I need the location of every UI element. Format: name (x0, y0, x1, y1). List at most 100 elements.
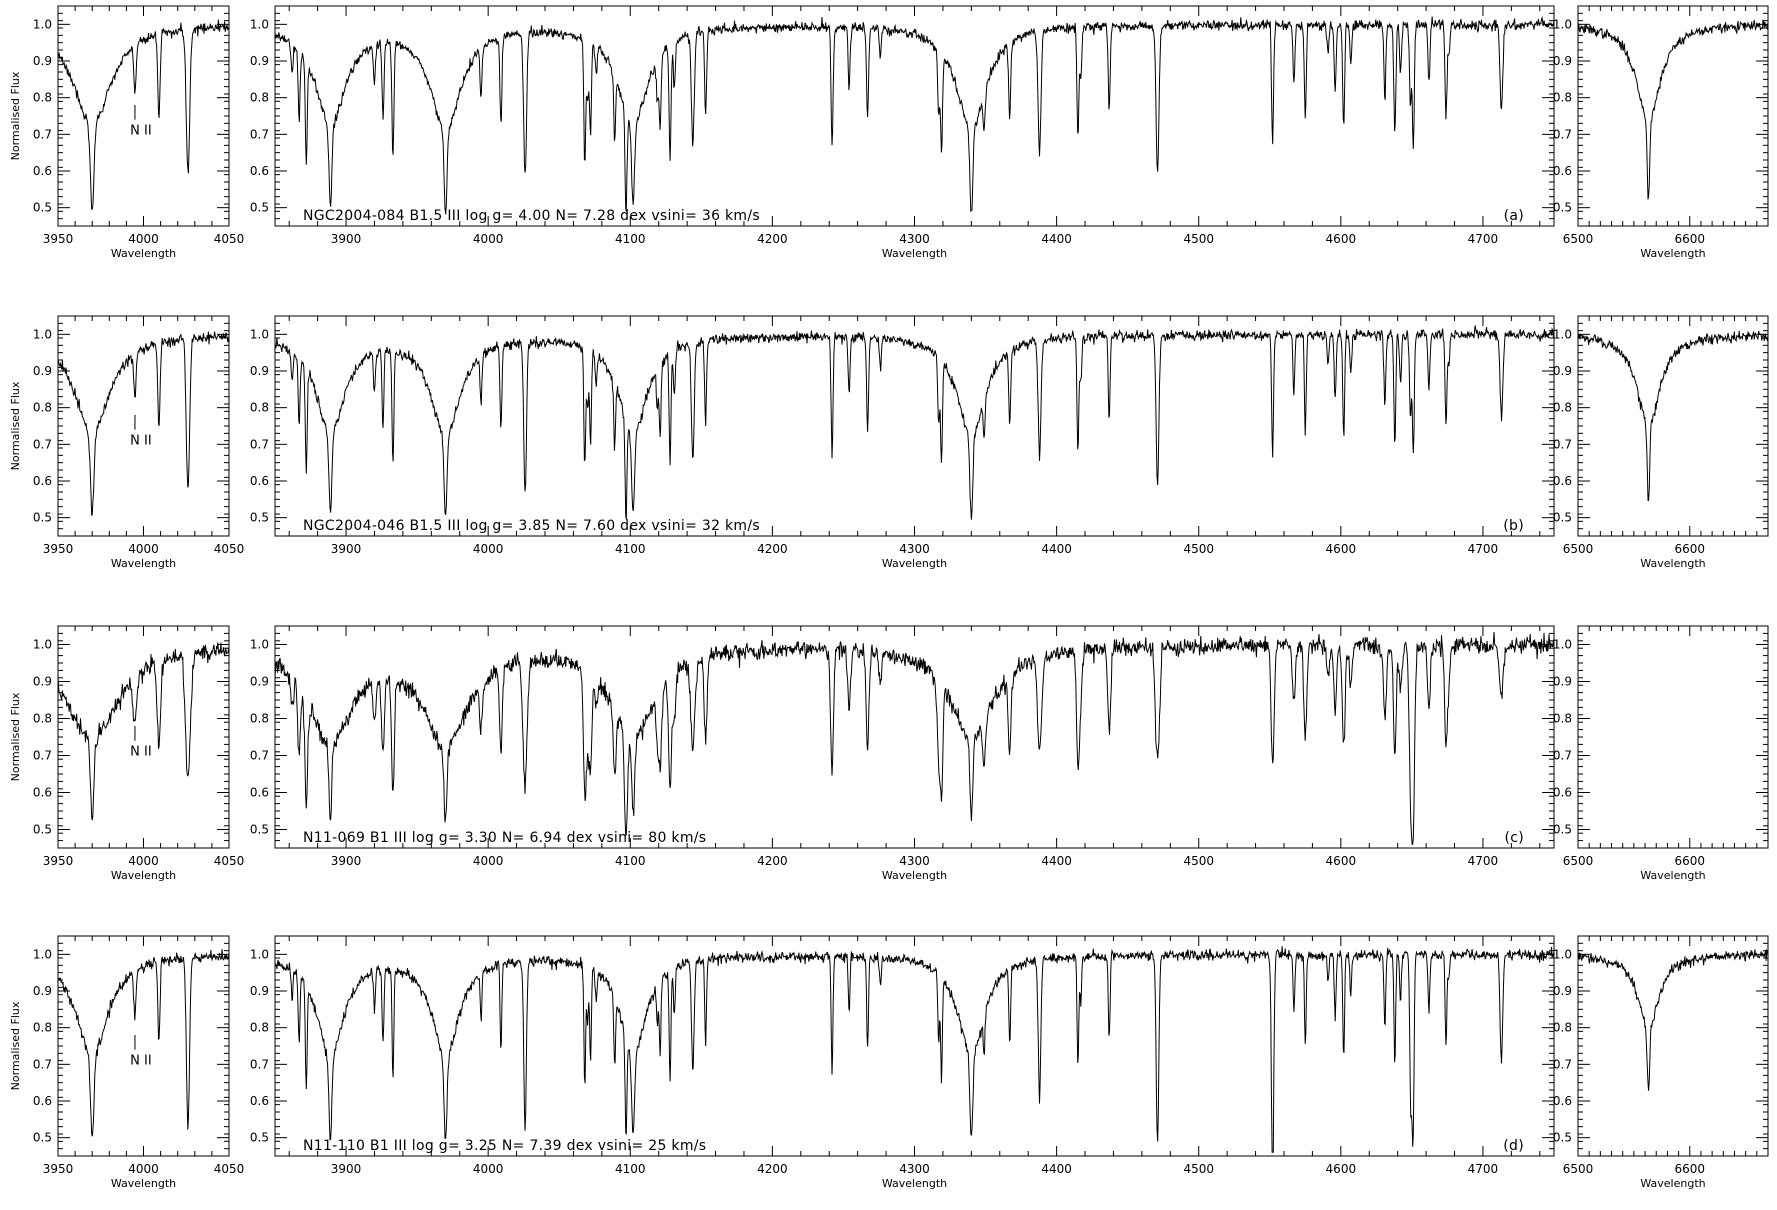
y-tick-label: 0.9 (33, 984, 52, 998)
y-tick-label: 0.9 (33, 675, 52, 689)
y-tick-label: 0.9 (250, 364, 269, 378)
x-tick-label: 4700 (1468, 1162, 1499, 1176)
x-tick-label: 6500 (1563, 1162, 1594, 1176)
panel-a: 0.5 0.6 0.7 0.8 0.9 1.0 3950 4000 4050 Wavelength… (9, 5, 1769, 260)
y-tick-label: 0.5 (250, 823, 269, 837)
x-tick-label: 6500 (1563, 542, 1594, 556)
panel-d-window-1: 0.5 0.6 0.7 0.8 0.9 1.0 3950 4000 4050 Wavelength (33, 935, 244, 1190)
panel-d: 0.5 0.6 0.7 0.8 0.9 1.0 3950 4000 4050 Wavelength… (9, 935, 1769, 1190)
x-tick-label: 4000 (128, 542, 159, 556)
y-tick-label: 1.0 (250, 17, 269, 31)
x-tick-label: 4100 (615, 1162, 646, 1176)
x-axis-title: Wavelength (111, 869, 176, 882)
y-tick-label: 0.8 (1553, 401, 1572, 415)
panel-a-window-2: 0.5 0.6 0.7 0.8 0.9 1.0 3900 4000 4100 4200 4300 44… (250, 5, 1555, 260)
x-tick-label: 6500 (1563, 232, 1594, 246)
x-axis-title: Wavelength (1640, 1177, 1705, 1190)
spectrum-line (274, 325, 1555, 520)
spectrum-line (274, 946, 1555, 1153)
panel-caption: N11-069 B1 III log g= 3.30 N= 6.94 dex v… (303, 830, 706, 846)
spectrum-line (1577, 948, 1769, 1091)
spectrum-line (57, 949, 230, 1137)
axes-frame (274, 935, 1555, 1157)
y-tick-label: 0.5 (250, 1131, 269, 1145)
panel-d-window-2: 0.5 0.6 0.7 0.8 0.9 1.0 3900 4000 4100 4200 4300 44… (250, 935, 1555, 1190)
y-tick-label: 1.0 (33, 947, 52, 961)
x-axis-title: Wavelength (882, 557, 947, 570)
y-tick-label: 0.5 (250, 511, 269, 525)
y-tick-label: 0.5 (1553, 511, 1572, 525)
y-tick-label: 0.6 (1553, 474, 1572, 488)
y-axis-title: Normalised Flux (9, 71, 22, 160)
x-tick-label: 6600 (1674, 542, 1705, 556)
y-tick-label: 0.5 (33, 511, 52, 525)
y-tick-label: 0.7 (1553, 749, 1572, 763)
x-tick-label: 3950 (43, 854, 74, 868)
x-axis-title: Wavelength (1640, 247, 1705, 260)
y-tick-label: 0.6 (33, 786, 52, 800)
spectrum-line (1577, 330, 1769, 501)
y-tick-label: 0.6 (250, 164, 269, 178)
y-tick-label: 0.7 (250, 1057, 269, 1071)
spectrum-line (57, 642, 230, 821)
axes-frame (1577, 315, 1769, 537)
panel-c: 0.5 0.6 0.7 0.8 0.9 1.0 3950 4000 4050 Wavelength… (9, 625, 1769, 882)
y-tick-label: 0.7 (33, 749, 52, 763)
panel-b: 0.5 0.6 0.7 0.8 0.9 1.0 3950 4000 4050 Wavelength… (9, 315, 1769, 570)
x-tick-label: 4500 (1183, 232, 1214, 246)
y-tick-label: 0.8 (250, 91, 269, 105)
x-tick-label: 4600 (1326, 542, 1357, 556)
axes-frame (57, 625, 230, 849)
x-tick-label: 4000 (473, 1162, 504, 1176)
spectrum-line (57, 331, 230, 516)
y-tick-label: 1.0 (33, 638, 52, 652)
y-tick-label: 1.0 (33, 327, 52, 341)
spectrum-line (1577, 19, 1769, 200)
x-axis-title: Wavelength (882, 869, 947, 882)
y-tick-label: 1.0 (1553, 17, 1572, 31)
x-tick-label: 4200 (757, 542, 788, 556)
y-tick-label: 0.6 (33, 1094, 52, 1108)
y-tick-label: 0.8 (1553, 712, 1572, 726)
panel-caption: N11-110 B1 III log g= 3.25 N= 7.39 dex v… (303, 1138, 706, 1154)
x-tick-label: 4500 (1183, 1162, 1214, 1176)
y-tick-label: 0.6 (250, 1094, 269, 1108)
y-tick-label: 0.8 (1553, 1021, 1572, 1035)
panel-label: (d) (1503, 1138, 1524, 1154)
x-tick-label: 4500 (1183, 542, 1214, 556)
x-tick-label: 4000 (128, 232, 159, 246)
x-axis-title: Wavelength (111, 1177, 176, 1190)
x-tick-label: 4100 (615, 232, 646, 246)
y-tick-label: 1.0 (250, 638, 269, 652)
x-tick-label: 4700 (1468, 232, 1499, 246)
panel-b-window-2: 0.5 0.6 0.7 0.8 0.9 1.0 3900 4000 4100 4200 4300 44… (250, 315, 1555, 570)
n-ii-marker-label: N II (130, 433, 152, 448)
x-tick-label: 4400 (1041, 854, 1072, 868)
y-tick-label: 0.7 (33, 437, 52, 451)
x-tick-label: 4600 (1326, 1162, 1357, 1176)
x-tick-label: 6600 (1674, 1162, 1705, 1176)
y-tick-label: 0.5 (250, 201, 269, 215)
x-tick-label: 4700 (1468, 854, 1499, 868)
x-tick-label: 3900 (331, 1162, 362, 1176)
x-axis-title: Wavelength (1640, 869, 1705, 882)
x-tick-label: 4400 (1041, 232, 1072, 246)
spectrum-line (274, 16, 1555, 215)
spectrum-line (57, 19, 230, 210)
y-tick-label: 0.9 (33, 54, 52, 68)
n-ii-marker-label: N II (130, 745, 152, 760)
x-tick-label: 4000 (473, 854, 504, 868)
axes-frame (1577, 625, 1769, 849)
x-tick-label: 6500 (1563, 854, 1594, 868)
x-tick-label: 4200 (757, 854, 788, 868)
x-tick-label: 4050 (214, 854, 245, 868)
x-tick-label: 4000 (128, 854, 159, 868)
panel-label: (c) (1504, 830, 1524, 846)
x-tick-label: 4000 (473, 542, 504, 556)
y-tick-label: 0.7 (250, 127, 269, 141)
x-tick-label: 6600 (1674, 854, 1705, 868)
y-tick-label: 0.9 (1553, 675, 1572, 689)
